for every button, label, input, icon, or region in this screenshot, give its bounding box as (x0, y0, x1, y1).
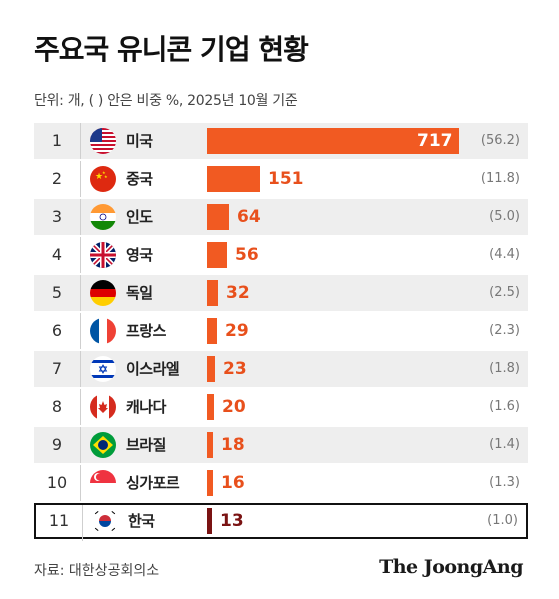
rank-label: 6 (34, 313, 81, 349)
country-label: 캐나다 (126, 398, 166, 416)
country-label: 브라질 (126, 436, 166, 454)
table-row: 1 미국 717 (56.2) (34, 123, 528, 159)
in-flag-icon (90, 204, 116, 230)
us-flag-icon (90, 128, 116, 154)
publisher-logo: The JoongAng (379, 556, 523, 578)
country-label: 싱가포르 (126, 474, 180, 492)
value-label: 13 (220, 511, 244, 531)
rank-label: 3 (34, 199, 81, 235)
value-label: 20 (222, 397, 246, 417)
bar-브라질 (207, 432, 213, 458)
source-note: 자료: 대한상공회의소 (34, 563, 160, 579)
table-row: 2 ★ ★ ★ 중국 151 (11.8) (34, 161, 528, 197)
gb-flag-icon (90, 242, 116, 268)
country-label: 미국 (126, 132, 153, 150)
bar-독일 (207, 280, 218, 306)
table-row: 11 한국 13 (1.0) (34, 503, 528, 541)
bar-중국 (207, 166, 260, 192)
value-label: 23 (223, 359, 247, 379)
country-label: 인도 (126, 208, 153, 226)
bar-캐나다 (207, 394, 214, 420)
sg-flag-icon (90, 470, 116, 496)
ranking-table: 1 미국 717 (56.2) 2 ★ ★ ★ 중국 151 (11.8) 3 인도 64 (5.0) 4 영국… (34, 123, 528, 541)
share-label: (1.6) (489, 399, 520, 414)
share-label: (1.8) (489, 361, 520, 376)
value-label: 717 (417, 131, 453, 151)
country-label: 이스라엘 (126, 360, 180, 378)
rank-label: 2 (34, 161, 81, 197)
value-label: 32 (226, 283, 250, 303)
svg-text:★: ★ (95, 172, 103, 182)
share-label: (1.4) (489, 437, 520, 452)
kr-flag-icon (92, 508, 118, 534)
share-label: (2.3) (489, 323, 520, 338)
value-label: 18 (221, 435, 245, 455)
chart-subtitle: 단위: 개, ( ) 안은 비중 %, 2025년 10월 기준 (34, 93, 298, 109)
ca-flag-icon (90, 394, 116, 420)
chart-title: 주요국 유니콘 기업 현황 (34, 33, 309, 66)
value-label: 151 (268, 169, 304, 189)
bar-영국 (207, 242, 227, 268)
rank-label: 10 (34, 465, 81, 501)
share-label: (11.8) (480, 171, 520, 186)
table-row: 9 브라질 18 (1.4) (34, 427, 528, 463)
share-label: (1.3) (489, 475, 520, 490)
table-row: 6 프랑스 29 (2.3) (34, 313, 528, 349)
bar-프랑스 (207, 318, 217, 344)
share-label: (1.0) (487, 513, 518, 528)
il-flag-icon (90, 356, 116, 382)
bar-미국 (207, 128, 459, 154)
country-label: 한국 (128, 512, 155, 530)
share-label: (4.4) (489, 247, 520, 262)
rank-label: 11 (36, 505, 83, 541)
share-label: (2.5) (489, 285, 520, 300)
value-label: 29 (225, 321, 249, 341)
bar-인도 (207, 204, 229, 230)
svg-text:★: ★ (104, 174, 108, 179)
share-label: (5.0) (489, 209, 520, 224)
bar-싱가포르 (207, 470, 213, 496)
br-flag-icon (90, 432, 116, 458)
table-row: 5 독일 32 (2.5) (34, 275, 528, 311)
share-label: (56.2) (480, 133, 520, 148)
svg-text:★: ★ (102, 170, 106, 175)
table-row: 7 이스라엘 23 (1.8) (34, 351, 528, 387)
country-label: 중국 (126, 170, 153, 188)
bar-한국 (207, 508, 212, 534)
rank-label: 5 (34, 275, 81, 311)
rank-label: 1 (34, 123, 81, 159)
value-label: 56 (235, 245, 259, 265)
fr-flag-icon (90, 318, 116, 344)
country-label: 프랑스 (126, 322, 166, 340)
rank-label: 9 (34, 427, 81, 463)
value-label: 64 (237, 207, 261, 227)
rank-label: 7 (34, 351, 81, 387)
rank-label: 8 (34, 389, 81, 425)
table-row: 8 캐나다 20 (1.6) (34, 389, 528, 425)
table-row: 3 인도 64 (5.0) (34, 199, 528, 235)
cn-flag-icon: ★ ★ ★ (90, 166, 116, 192)
rank-label: 4 (34, 237, 81, 273)
de-flag-icon (90, 280, 116, 306)
country-label: 독일 (126, 284, 153, 302)
table-row: 4 영국 56 (4.4) (34, 237, 528, 273)
table-row: 10 싱가포르 16 (1.3) (34, 465, 528, 501)
bar-이스라엘 (207, 356, 215, 382)
value-label: 16 (221, 473, 245, 493)
country-label: 영국 (126, 246, 153, 264)
